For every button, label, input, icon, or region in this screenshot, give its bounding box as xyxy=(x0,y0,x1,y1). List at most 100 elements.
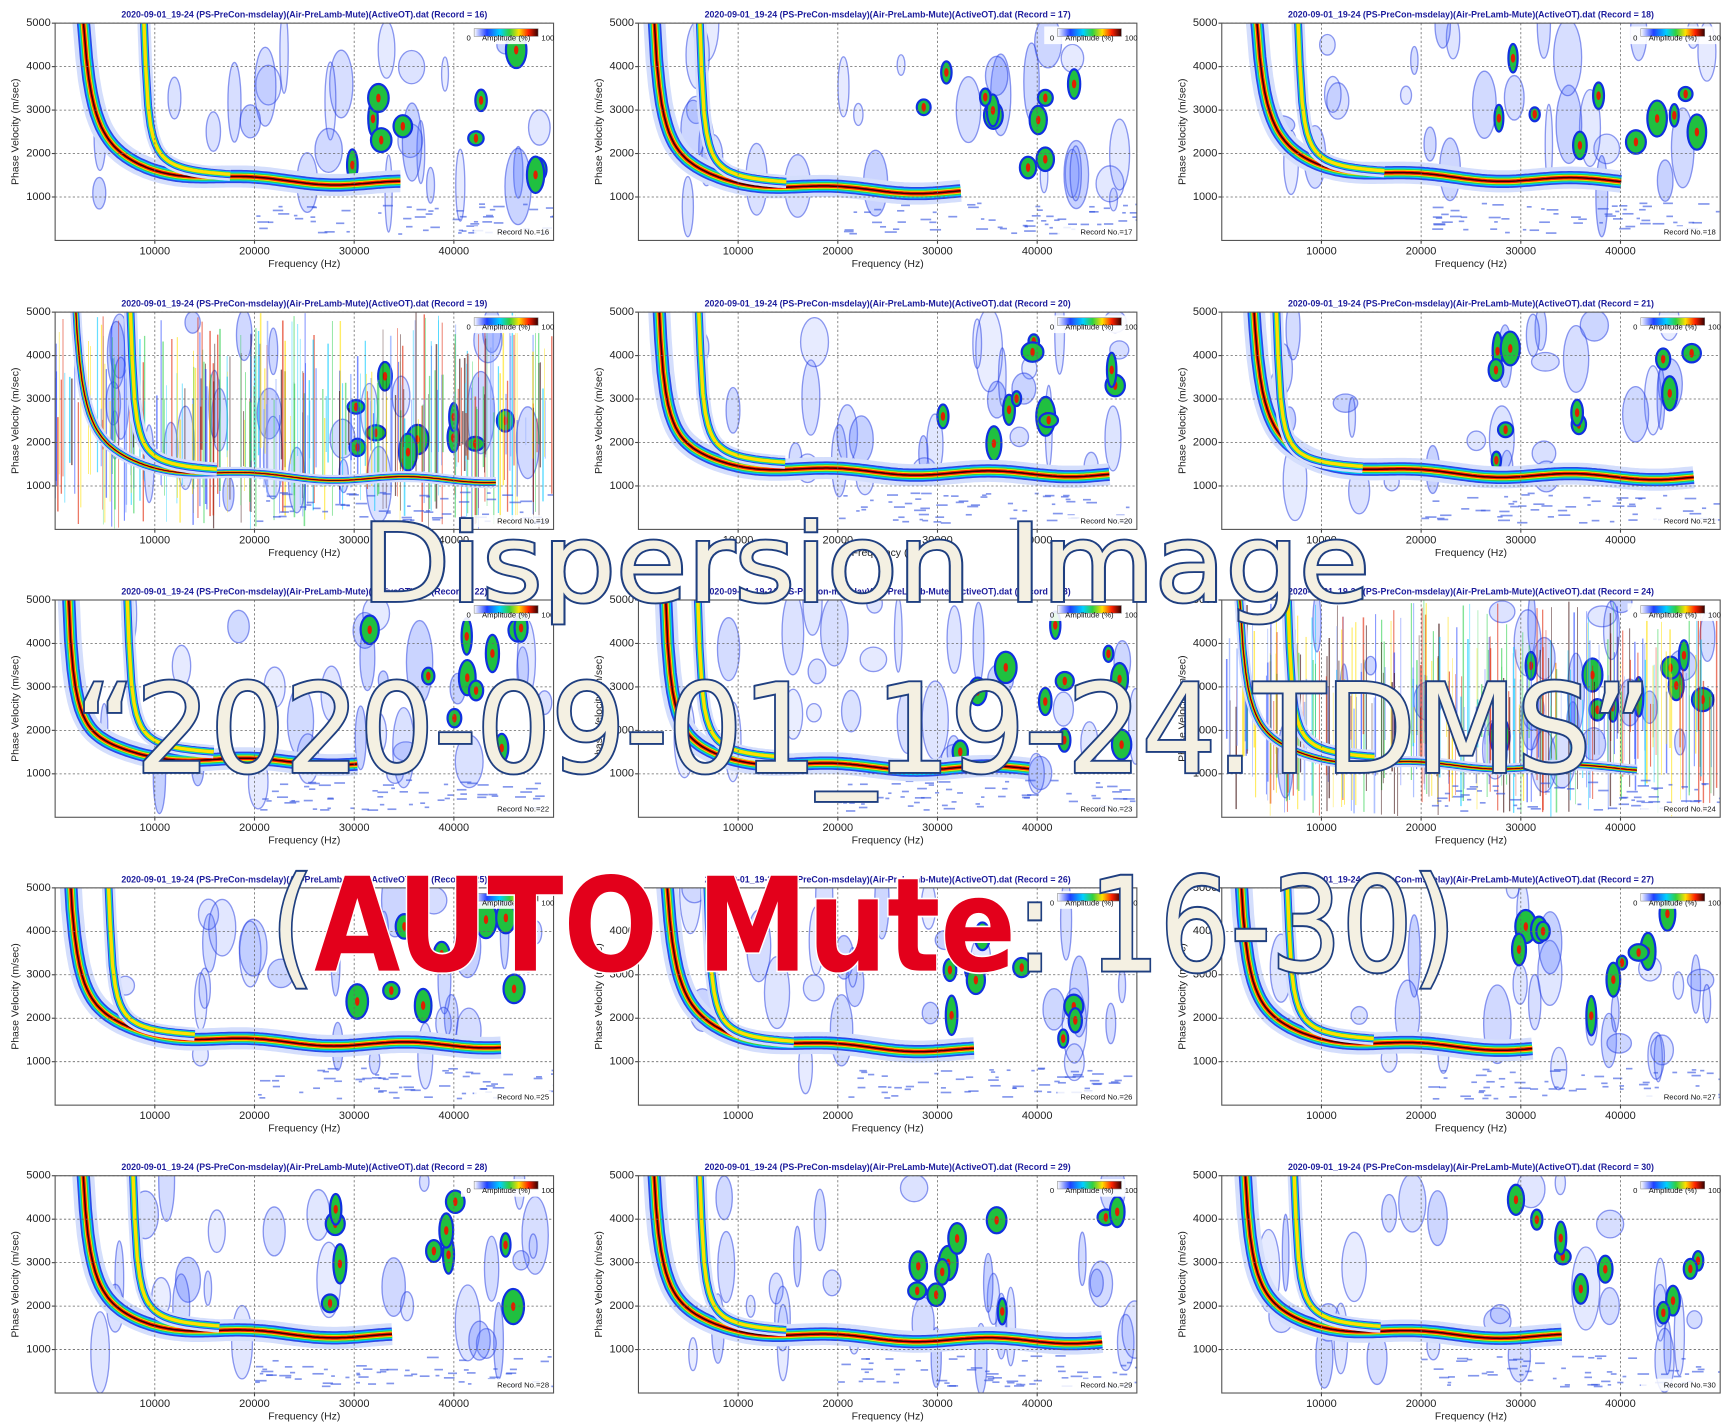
speckle xyxy=(967,505,979,508)
speckle xyxy=(888,501,893,503)
speckle xyxy=(255,1365,264,1368)
speckle xyxy=(1591,500,1601,503)
x-tick-label: 40000 xyxy=(1605,1110,1636,1122)
overlay-title: Dispersion Image xyxy=(361,502,1370,627)
heat-blob xyxy=(1527,973,1542,1031)
x-tick-label: 40000 xyxy=(439,1398,470,1410)
speckle xyxy=(466,1372,476,1374)
chart-title: 2020-09-01_19-24 (PS-PreCon-msdelay)(Air… xyxy=(1288,874,1654,884)
chart: 10000 20000 30000 4000010002000300040005000… xyxy=(1177,299,1721,559)
speckle xyxy=(1522,228,1527,231)
speckle xyxy=(901,204,910,207)
heat-blob xyxy=(1064,148,1080,199)
heat-blob xyxy=(1105,1002,1117,1045)
speckle xyxy=(1132,216,1137,218)
x-tick-label: 40000 xyxy=(1022,534,1053,546)
heat-core xyxy=(1046,415,1051,425)
speckle xyxy=(380,1370,387,1373)
heat-core xyxy=(1494,455,1499,465)
x-tick-label: 20000 xyxy=(822,1398,853,1410)
heat-blob xyxy=(381,1257,406,1317)
speckle xyxy=(479,206,486,209)
record-label: Record No.=20 xyxy=(1080,517,1132,526)
heat-blob xyxy=(1702,983,1712,1024)
speckle xyxy=(1482,1068,1490,1071)
x-tick-label: 20000 xyxy=(1406,245,1437,257)
speckle xyxy=(1006,1069,1011,1072)
speckle xyxy=(847,783,853,786)
heat-core xyxy=(1577,140,1583,150)
speckle xyxy=(1619,1088,1624,1090)
speckle xyxy=(1108,1082,1121,1084)
x-axis-label: Frequency (Hz) xyxy=(852,259,924,270)
speckle xyxy=(891,1095,899,1097)
speckle xyxy=(1628,519,1638,521)
speckle xyxy=(547,1356,552,1358)
speckle xyxy=(1639,202,1648,205)
speckle xyxy=(933,521,942,523)
speckle xyxy=(1065,498,1071,501)
colorbar-label: Amplitude (%) xyxy=(482,323,531,332)
speckle xyxy=(1601,1380,1611,1383)
speckle xyxy=(1499,510,1510,513)
ridge-band xyxy=(664,600,1030,772)
y-tick-label: 4000 xyxy=(610,1213,635,1225)
annotation-bg xyxy=(474,1090,552,1103)
speckle xyxy=(378,1090,387,1092)
y-tick-label: 1000 xyxy=(1193,768,1218,780)
speckle xyxy=(1107,785,1118,788)
speckle xyxy=(1607,1384,1612,1386)
y-axis-label: Phase Velocity (m/sec) xyxy=(11,1231,22,1337)
speckle xyxy=(413,510,425,512)
plot-frame xyxy=(1221,22,1721,241)
speckle xyxy=(284,802,297,804)
speckle xyxy=(377,791,389,794)
speckle xyxy=(356,1373,361,1376)
speckle xyxy=(1605,215,1617,217)
heat-core xyxy=(1534,1215,1540,1225)
speckle xyxy=(1004,780,1010,783)
speckle xyxy=(1027,794,1039,796)
y-tick-label: 1000 xyxy=(1193,1056,1218,1068)
speckle xyxy=(920,1369,929,1371)
speckle xyxy=(272,1359,279,1362)
y-tick-label: 1000 xyxy=(610,768,635,780)
heat-blob xyxy=(373,931,389,972)
speckle xyxy=(955,501,964,504)
heat-core xyxy=(915,1286,920,1296)
speckle xyxy=(1471,1081,1477,1084)
y-tick-label: 3000 xyxy=(26,681,51,693)
speckle xyxy=(928,784,935,786)
speckle xyxy=(1432,216,1443,218)
speckle xyxy=(458,1381,465,1383)
colorbar xyxy=(1057,605,1122,614)
speckle xyxy=(1715,210,1720,213)
speckle xyxy=(1568,1089,1577,1092)
speckle xyxy=(922,519,929,522)
speckle xyxy=(458,501,470,503)
y-tick-label: 2000 xyxy=(1193,1012,1218,1024)
speckle xyxy=(940,1091,952,1094)
y-tick-label: 3000 xyxy=(26,969,51,981)
colorbar-max: 100 xyxy=(1708,898,1721,907)
y-tick-label: 5000 xyxy=(26,306,51,318)
heat-blob xyxy=(874,887,890,940)
heat-core xyxy=(402,922,407,931)
speckle xyxy=(1450,215,1462,218)
chart: 10000 20000 30000 4000010002000300040005000… xyxy=(1177,1162,1721,1422)
speckle xyxy=(976,805,984,808)
y-axis-label: Phase Velocity (m/sec) xyxy=(1177,79,1188,185)
heat-blob xyxy=(268,327,279,376)
heat-blob xyxy=(1285,312,1301,361)
heat-blob xyxy=(954,930,966,958)
speckle xyxy=(419,494,430,497)
speckle xyxy=(266,800,272,802)
speckle xyxy=(460,793,467,795)
heat-core xyxy=(1513,1195,1519,1205)
speckle xyxy=(986,1373,999,1375)
speckle xyxy=(1037,1067,1046,1070)
heat-blob xyxy=(512,145,524,199)
x-tick-label: 20000 xyxy=(822,822,853,834)
speckle xyxy=(477,793,488,796)
heat-blob xyxy=(1606,1032,1633,1054)
